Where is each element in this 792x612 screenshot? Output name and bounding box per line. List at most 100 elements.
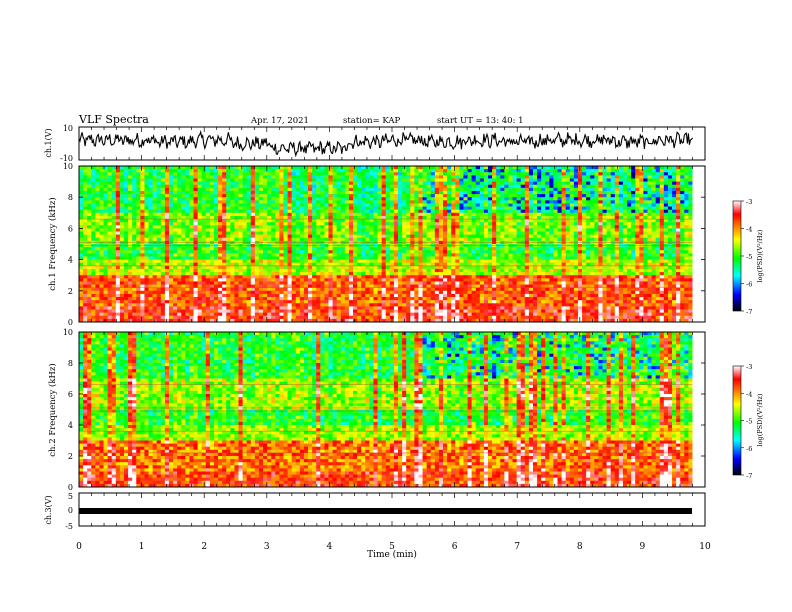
spectrogram-cell <box>303 194 309 198</box>
spectrogram-cell <box>160 225 166 229</box>
spectrogram-cell <box>443 166 448 170</box>
spectrogram-cell <box>447 250 452 254</box>
spectrogram-cell <box>385 262 391 267</box>
spectrogram-cell <box>152 175 158 179</box>
spectrogram-cell <box>152 253 158 257</box>
spectrogram-cell <box>606 234 612 239</box>
spectrogram-cell <box>316 228 321 232</box>
spectrogram-cell <box>602 175 607 179</box>
spectrogram-cell <box>340 259 346 264</box>
spectrogram-cell <box>234 178 239 182</box>
spectrogram-cell <box>414 200 419 204</box>
spectrogram-cell <box>541 256 546 260</box>
spectrogram-cell <box>361 262 366 267</box>
spectrogram-cell <box>467 256 473 260</box>
spectrogram-cell <box>635 262 640 267</box>
spectrogram-cell <box>279 194 284 198</box>
spectrogram-cell <box>676 194 681 198</box>
spectrogram-cell <box>279 259 284 264</box>
spectrogram-cell <box>557 200 562 204</box>
spectrogram-cell <box>132 190 137 195</box>
spectrogram-cell <box>532 206 538 211</box>
spectrogram-cell <box>577 194 583 198</box>
spectrogram-cell <box>492 169 497 173</box>
spectrogram-cell <box>369 262 374 267</box>
spectrogram-cell <box>455 200 460 204</box>
spectrogram-cell <box>111 237 117 242</box>
spectrogram-cell <box>414 209 419 214</box>
spectrogram-cell <box>590 225 595 229</box>
spectrogram-cell <box>414 181 419 186</box>
spectrogram-cell <box>602 262 607 267</box>
spectrogram-cell <box>238 166 243 170</box>
spectrogram-cell <box>99 175 104 179</box>
spectrogram-cell <box>627 250 632 254</box>
spectrogram-cell <box>577 187 583 192</box>
spectrogram-cell <box>471 200 477 204</box>
spectrogram-cell <box>598 212 603 217</box>
spectrogram-cell <box>573 247 579 251</box>
spectrogram-cell <box>414 228 419 232</box>
spectrogram-cell <box>103 169 109 173</box>
spectrogram-cell <box>483 169 489 173</box>
spectrogram-cell <box>365 222 370 226</box>
spectrogram-cell <box>107 166 113 170</box>
spectrogram-cell <box>647 178 652 182</box>
spectrogram-cell <box>123 225 129 229</box>
spectrogram-cell <box>275 184 280 189</box>
spectrogram-cell <box>348 190 354 195</box>
spectrogram-cell <box>107 190 113 195</box>
spectrogram-cell <box>422 184 428 189</box>
spectrogram-cell <box>95 200 100 204</box>
spectrogram-cell <box>459 206 464 211</box>
spectrogram-cell <box>586 212 591 217</box>
spectrogram-cell <box>402 262 407 267</box>
spectrogram-cell <box>303 184 309 189</box>
spectrogram-cell <box>537 194 542 198</box>
spectrogram-cell <box>406 206 411 211</box>
spectrogram-cell <box>545 166 550 170</box>
spectrogram-cell <box>128 203 133 207</box>
spectrogram-cell <box>557 253 562 257</box>
spectrogram-cell <box>532 200 538 204</box>
spectrogram-cell <box>373 206 378 211</box>
spectrogram-cell <box>684 222 689 226</box>
spectrogram-cell <box>197 190 203 195</box>
spectrogram-cell <box>622 237 628 242</box>
spectrogram-cell <box>320 181 325 186</box>
spectrogram-cell <box>336 262 342 267</box>
spectrogram-cell <box>659 187 665 192</box>
spectrogram-cell <box>357 247 362 251</box>
spectrogram-cell <box>475 253 481 257</box>
spectrogram-cell <box>197 175 203 179</box>
spectrogram-cell <box>569 225 575 229</box>
spectrogram-cell <box>610 212 616 217</box>
spectrogram-cell <box>246 187 252 192</box>
spectrogram-cell <box>688 200 693 204</box>
spectrogram-cell <box>684 212 689 217</box>
spectrogram-cell <box>643 175 648 179</box>
spectrogram-cell <box>430 256 436 260</box>
spectrogram-cell <box>197 169 203 173</box>
spectrogram-cell <box>95 222 100 226</box>
spectrogram-cell <box>291 194 297 198</box>
spectrogram-cell <box>516 175 522 179</box>
spectrogram-cell <box>291 234 297 239</box>
spectrogram-cell <box>528 234 534 239</box>
spectrogram-cell <box>500 209 505 214</box>
spectrogram-cell <box>537 265 542 270</box>
spectrogram-cell <box>140 250 145 254</box>
spectrogram-cell <box>537 250 542 254</box>
spectrogram-cell <box>156 203 162 207</box>
spectrogram-cell <box>487 237 493 242</box>
spectrogram-cell <box>332 234 338 239</box>
spectrogram-cell <box>185 184 190 189</box>
spectrogram-cell <box>148 247 154 251</box>
spectrogram-cell <box>582 184 587 189</box>
spectrogram-cell <box>258 206 264 211</box>
spectrogram-cell <box>381 231 387 236</box>
spectrogram-cell <box>398 262 403 267</box>
spectrogram-cell <box>590 250 595 254</box>
spectrogram-cell <box>320 259 325 264</box>
spectrogram-cell <box>577 228 583 232</box>
